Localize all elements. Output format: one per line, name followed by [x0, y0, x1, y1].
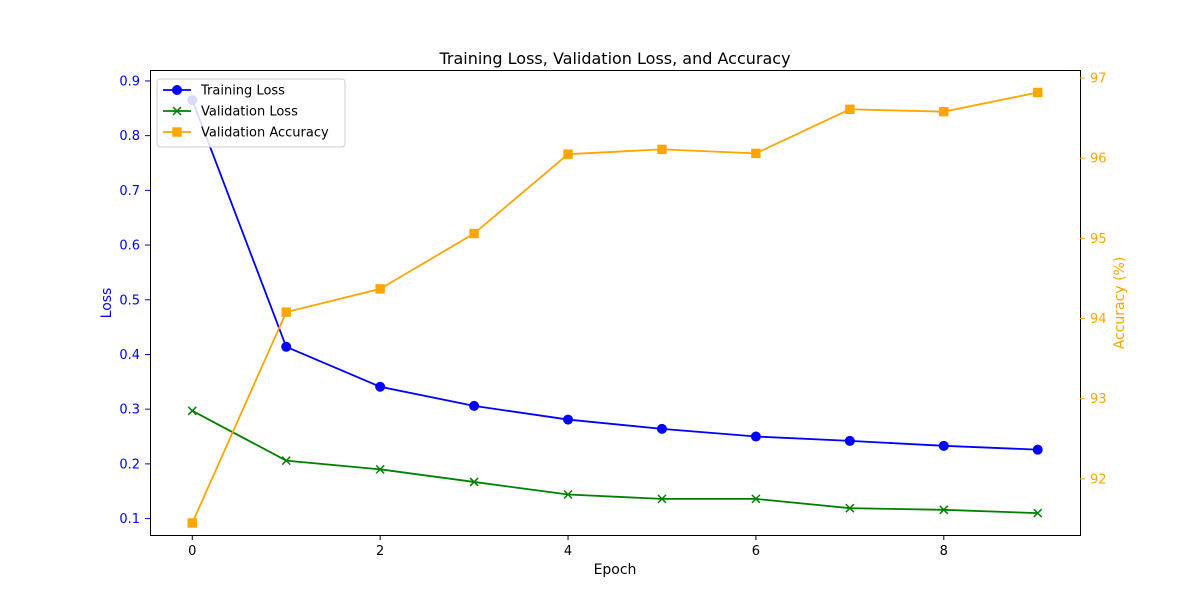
- data-point: [938, 440, 949, 451]
- data-point: [939, 505, 949, 515]
- x-tick-label: 8: [940, 544, 948, 559]
- y-left-tick-label: 0.1: [119, 512, 140, 527]
- data-point: [750, 431, 761, 442]
- y-right-tick-label: 94: [1090, 312, 1107, 327]
- y-left-tick-label: 0.5: [119, 293, 140, 308]
- x-tick-label: 4: [564, 544, 572, 559]
- data-point: [375, 464, 385, 474]
- legend-label: Validation Accuracy: [201, 126, 329, 141]
- x-tick-label: 0: [188, 544, 196, 559]
- data-point: [939, 106, 949, 117]
- series-line: [191, 410, 1038, 515]
- data-point: [751, 148, 761, 159]
- series-training-loss: [187, 95, 1043, 455]
- y-left-axis-label: Loss: [99, 288, 115, 319]
- legend-marker: [172, 106, 182, 116]
- data-point: [1032, 444, 1043, 455]
- y-right-tick-label: 95: [1090, 232, 1107, 247]
- data-point: [375, 381, 386, 392]
- chart-title: Training Loss, Validation Loss, and Accu…: [438, 49, 790, 68]
- series-line: [191, 99, 1038, 451]
- data-point: [375, 284, 385, 294]
- data-point: [656, 423, 667, 434]
- data-point: [281, 307, 291, 317]
- y-left-tick-label: 0.8: [119, 129, 140, 144]
- series-layer: [187, 87, 1043, 528]
- y-right-tick-label: 92: [1090, 472, 1107, 487]
- x-tick-label: 2: [376, 544, 384, 559]
- legend-entry: Validation Accuracy: [163, 126, 329, 141]
- data-point: [469, 400, 480, 411]
- plot-frame: [150, 70, 1081, 536]
- data-point: [844, 435, 855, 446]
- series-validation-accuracy: [187, 87, 1043, 528]
- data-point: [845, 503, 855, 513]
- legend-marker: [172, 85, 182, 95]
- data-point: [281, 456, 291, 466]
- data-point: [1033, 87, 1043, 98]
- y-left-tick-label: 0.2: [119, 457, 140, 472]
- data-point: [751, 494, 761, 504]
- legend-entry: Validation Loss: [163, 105, 298, 120]
- legend: Training Loss Validation Loss Validation A…: [156, 78, 346, 148]
- data-point: [187, 518, 197, 528]
- y-left-tick-label: 0.6: [119, 239, 140, 254]
- data-point: [469, 228, 479, 239]
- data-point: [563, 489, 573, 500]
- data-point: [563, 414, 574, 425]
- y-right-axis-ticks: 92 93 94 95 96 97: [1080, 72, 1107, 487]
- series-validation-loss: [187, 406, 1043, 518]
- legend-label: Training Loss: [200, 84, 285, 99]
- y-right-tick-label: 93: [1090, 392, 1107, 407]
- data-point: [187, 406, 197, 416]
- x-tick-label: 6: [752, 544, 760, 559]
- series-line: [191, 91, 1038, 524]
- legend-marker: [172, 127, 182, 137]
- data-point: [657, 144, 667, 155]
- data-point: [1033, 508, 1043, 518]
- data-point: [281, 341, 292, 352]
- y-left-tick-label: 0.9: [119, 74, 140, 89]
- data-point: [469, 477, 479, 487]
- data-point: [563, 149, 573, 159]
- y-left-axis-ticks: 0.1 0.2 0.3 0.4 0.5 0.6 0.7 0.8 0.9: [119, 74, 150, 527]
- x-axis-label: Epoch: [594, 562, 637, 578]
- y-right-tick-label: 97: [1090, 72, 1107, 87]
- y-left-tick-label: 0.3: [119, 403, 140, 418]
- data-point: [657, 494, 667, 504]
- y-left-tick-label: 0.7: [119, 184, 140, 199]
- y-right-axis-label: Accuracy (%): [1112, 257, 1128, 350]
- y-left-tick-label: 0.4: [119, 348, 140, 363]
- x-axis-ticks: 0 2 4 6 8: [188, 535, 948, 559]
- legend-entry: Training Loss: [163, 84, 285, 99]
- legend-box: [156, 78, 346, 148]
- legend-label: Validation Loss: [201, 105, 298, 120]
- y-right-tick-label: 96: [1090, 152, 1107, 167]
- data-point: [845, 104, 855, 114]
